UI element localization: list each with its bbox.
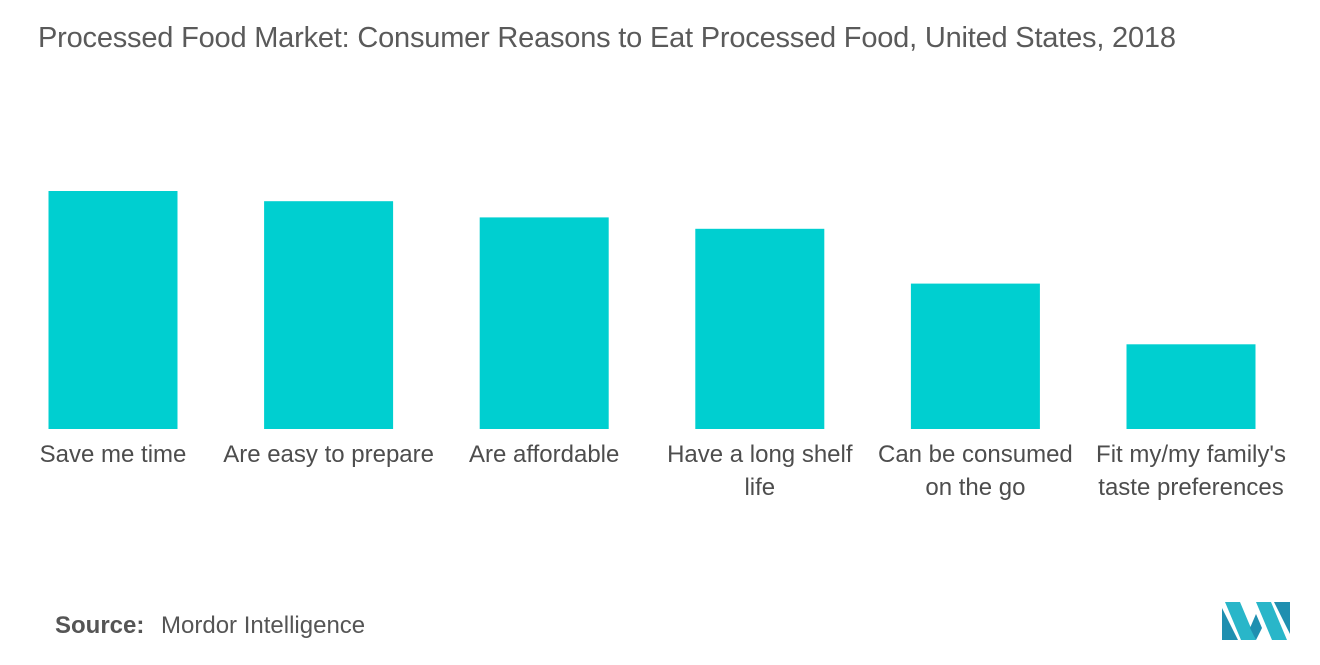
category-label-3: Are affordable (469, 441, 620, 468)
bar-5 (910, 283, 1040, 429)
bar-4 (695, 228, 825, 429)
category-label-1: Save me time (39, 441, 187, 468)
bar-1 (48, 191, 178, 429)
bar-2 (264, 201, 394, 429)
source-value: Mordor Intelligence (161, 612, 366, 639)
chart-title: Processed Food Market: Consumer Reasons … (38, 22, 1176, 54)
bar-6 (1126, 344, 1256, 429)
bars-group (48, 191, 1256, 429)
category-label-2: Are easy to prepare (223, 441, 434, 468)
source-note: Source: Mordor Intelligence (55, 612, 365, 640)
mordor-intelligence-logo-icon (1222, 602, 1290, 640)
source-label: Source: (55, 612, 145, 639)
bar-3 (479, 217, 609, 429)
category-label-5: Can be consumed on the go (877, 441, 1073, 501)
category-label-4: Have a long shelf life (667, 441, 853, 501)
category-label-6: Fit my/my family's taste preferences (1096, 441, 1286, 501)
